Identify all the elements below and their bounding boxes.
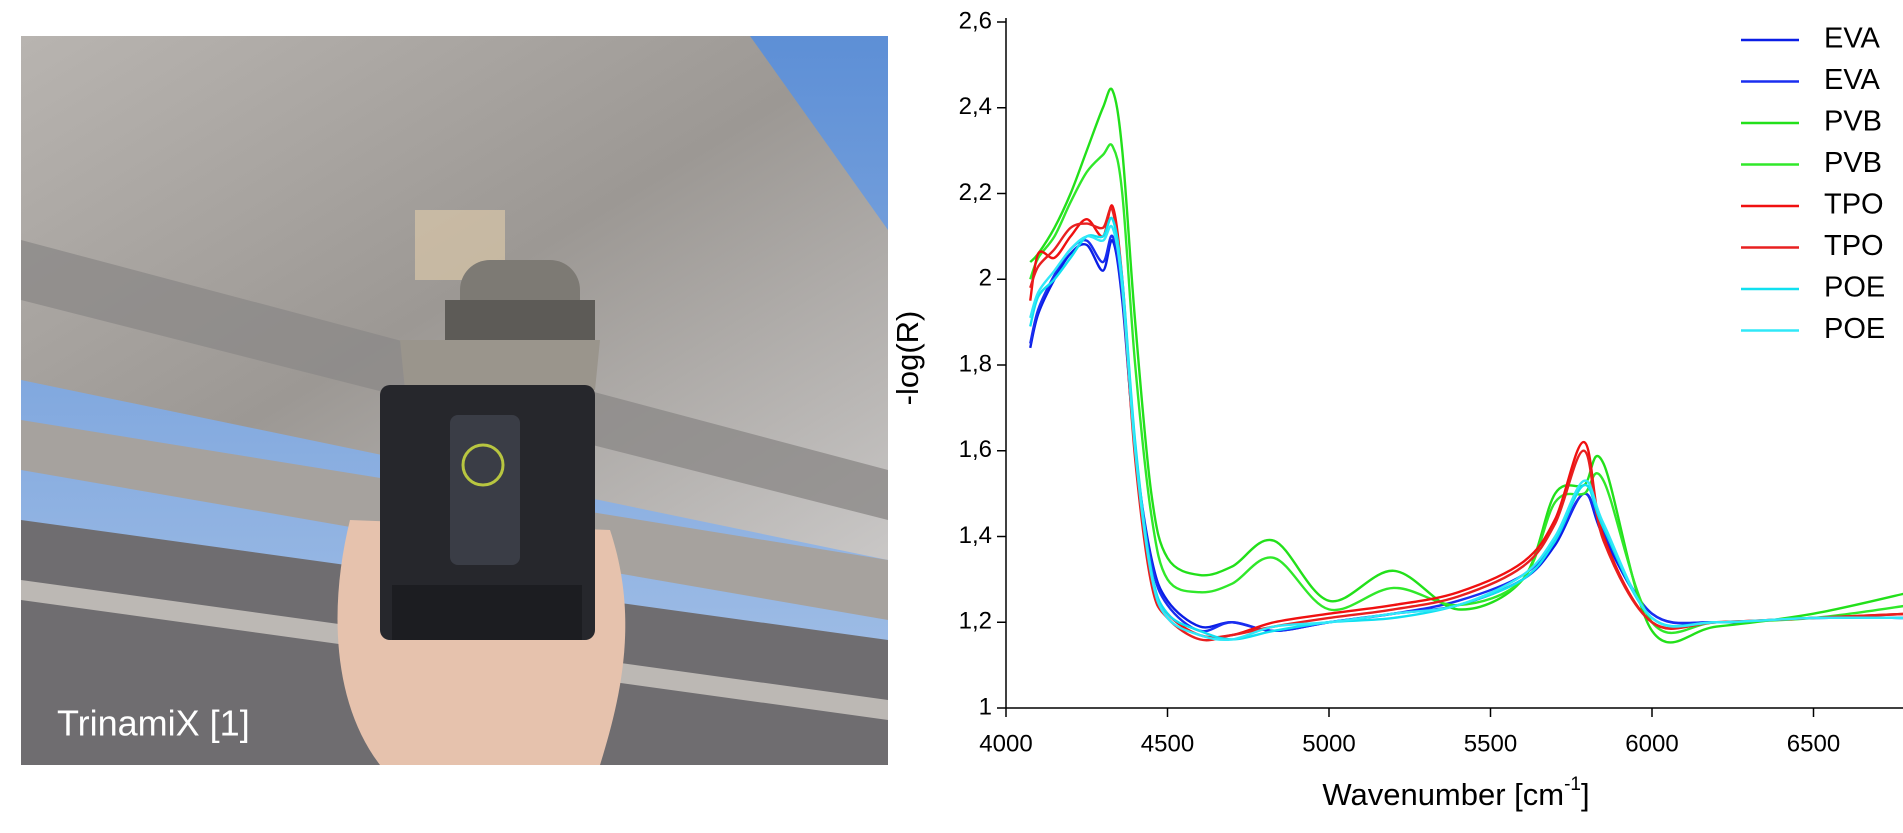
y-tick-label: 1 — [979, 693, 992, 720]
x-tick-label: 5000 — [1302, 730, 1355, 757]
photo-caption: TrinamiX [1] — [57, 703, 250, 744]
x-axis-title-part: -1 — [1564, 774, 1581, 795]
legend-label: POE — [1824, 313, 1885, 345]
y-tick-label: 2,4 — [959, 93, 992, 120]
chart: 1 1,2 1,4 1,6 1,8 2 2,2 2,4 2,6 4000 4500 5000 5500 6… — [890, 7, 1903, 812]
x-tick-label: 5500 — [1464, 730, 1517, 757]
legend-label: EVA — [1824, 23, 1881, 55]
x-tick-label: 6000 — [1625, 730, 1678, 757]
y-tick-label: 1,8 — [959, 350, 992, 377]
legend-label: PVB — [1824, 106, 1882, 138]
x-tick-label: 6500 — [1787, 730, 1840, 757]
x-tick-label: 4000 — [979, 730, 1032, 757]
spectrum-line — [1029, 216, 1903, 641]
spectrum-line — [1029, 207, 1903, 642]
spectrum-line — [1029, 224, 1903, 642]
x-axis-title-part: ] — [1581, 777, 1590, 812]
plot-area — [1029, 87, 1903, 644]
y-tick-label: 2,6 — [959, 7, 992, 34]
legend-label: PVB — [1824, 147, 1882, 179]
x-axis-title-part: Wavenumber [cm — [1322, 777, 1564, 812]
spectrum-line — [1029, 239, 1903, 633]
y-tick-label: 2 — [979, 265, 992, 292]
spectrum-line — [1029, 234, 1903, 633]
y-tick-label: 1,4 — [959, 522, 992, 549]
legend-label: TPO — [1824, 230, 1884, 262]
y-tick-label: 1,2 — [959, 608, 992, 635]
y-tick-label: 1,6 — [959, 436, 992, 463]
y-axis-title: -log(R) — [890, 311, 925, 406]
y-tick-label: 2,2 — [959, 179, 992, 206]
legend-label: TPO — [1824, 189, 1884, 221]
legend-label: EVA — [1824, 64, 1881, 96]
x-tick-label: 4500 — [1141, 730, 1194, 757]
x-axis-title: Wavenumber [cm-1] — [1322, 774, 1589, 812]
legend-label: POE — [1824, 272, 1885, 304]
spectrum-line — [1029, 143, 1903, 634]
spectrum-line — [1029, 87, 1903, 644]
photo: TrinamiX [1] — [21, 36, 888, 765]
spectrum-line — [1029, 204, 1903, 639]
